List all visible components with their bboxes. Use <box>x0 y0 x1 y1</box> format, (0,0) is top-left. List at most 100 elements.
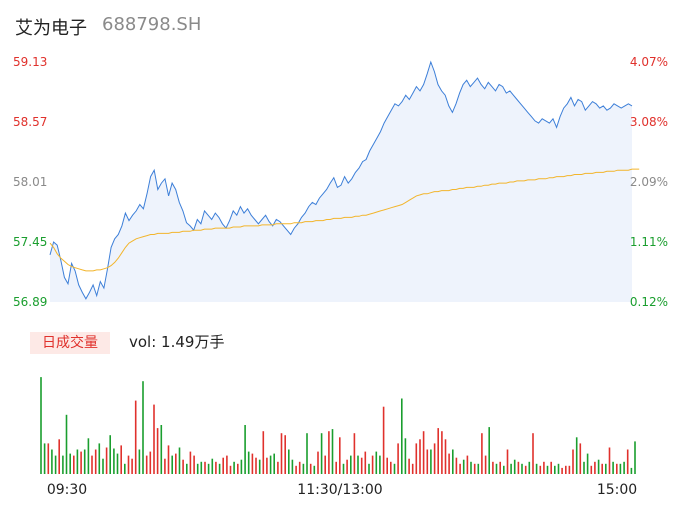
percent-tick-label: 0.12% <box>630 295 668 309</box>
volume-bar <box>306 433 308 474</box>
volume-bar <box>375 451 378 474</box>
volume-bar <box>495 463 498 474</box>
volume-bar <box>91 455 93 474</box>
volume-bar <box>455 457 458 474</box>
volume-bar <box>353 433 356 474</box>
volume-bar <box>69 453 71 474</box>
volume-bar <box>331 429 334 474</box>
volume-bar <box>575 437 578 474</box>
volume-bar <box>481 433 483 474</box>
volume-bar <box>462 459 465 474</box>
volume-bar <box>634 441 636 474</box>
volume-bar <box>419 439 421 474</box>
volume-bar <box>145 455 148 474</box>
volume-bar <box>284 435 286 474</box>
volume-bar <box>189 451 192 474</box>
volume-bar <box>149 451 152 474</box>
volume-bar <box>65 414 68 474</box>
price-tick-label: 57.45 <box>13 235 47 249</box>
volume-bar <box>382 406 385 474</box>
volume-bar <box>397 443 399 474</box>
volume-bar <box>207 463 210 474</box>
volume-bar <box>131 458 133 474</box>
volume-bar <box>269 455 272 474</box>
volume-bar <box>54 455 57 474</box>
volume-bar <box>346 459 348 474</box>
volume-bar <box>521 463 523 474</box>
volume-bar <box>142 381 144 474</box>
volume-bar <box>164 458 166 474</box>
volume-bar <box>590 465 593 474</box>
price-tick-label: 56.89 <box>13 295 47 309</box>
volume-bar <box>568 465 571 474</box>
volume-bar <box>401 398 403 474</box>
volume-bar <box>266 457 268 474</box>
volume-bar <box>441 431 443 474</box>
volume-bar <box>608 447 611 474</box>
volume-bar <box>196 463 199 474</box>
volume-bar <box>262 431 265 474</box>
volume-bar <box>302 463 305 474</box>
volume-bar <box>543 461 545 474</box>
volume-bar <box>295 465 297 474</box>
volume-bar <box>517 461 520 474</box>
volume-bar <box>579 443 582 474</box>
volume-tab[interactable]: 日成交量 <box>30 332 110 354</box>
volume-bar <box>138 449 141 474</box>
volume-bar <box>83 449 86 474</box>
volume-bar <box>572 449 574 474</box>
volume-bar <box>226 455 228 474</box>
time-tick-label: 15:00 <box>597 482 637 498</box>
volume-bar <box>178 447 181 474</box>
volume-bar <box>116 453 119 474</box>
volume-bar <box>277 461 279 474</box>
volume-bar <box>175 453 177 474</box>
price-tick-label: 59.13 <box>13 55 47 69</box>
volume-bar <box>317 451 319 474</box>
volume-bar <box>186 463 188 474</box>
volume-bar <box>105 447 108 474</box>
volume-bar <box>218 463 221 474</box>
volume-bar <box>601 463 603 474</box>
volume-bar <box>630 467 633 474</box>
volume-bar <box>532 433 534 474</box>
volume-bar <box>62 455 64 474</box>
volume-bar <box>342 463 345 474</box>
volume-bar <box>40 377 42 474</box>
volume-bar <box>626 449 629 474</box>
volume-bar <box>255 457 257 474</box>
percent-tick-label: 4.07% <box>630 55 668 69</box>
volume-bar <box>357 455 359 474</box>
volume-bar <box>422 431 425 474</box>
volume-bar <box>433 443 436 474</box>
volume-bar <box>251 453 254 474</box>
volume-bar <box>182 459 184 474</box>
volume-bar <box>298 461 301 474</box>
volume-bar <box>309 463 312 474</box>
volume-bar <box>215 461 217 474</box>
volume-bar <box>102 458 104 474</box>
volume-bar <box>430 449 432 474</box>
time-tick-label: 11:30/13:00 <box>297 482 382 498</box>
percent-tick-label: 1.11% <box>630 235 668 249</box>
volume-bar <box>470 461 472 474</box>
volume-bar <box>586 453 589 474</box>
volume-label: vol: 1.49万手 <box>129 333 225 351</box>
volume-bar <box>240 459 243 474</box>
volume-bar <box>503 465 505 474</box>
volume-bar <box>583 461 585 474</box>
volume-bar <box>616 463 618 474</box>
time-tick-label: 09:30 <box>47 482 87 498</box>
volume-bar <box>466 455 469 474</box>
volume-bar <box>200 461 203 474</box>
volume-bar <box>335 461 337 474</box>
volume-bar <box>51 449 53 474</box>
volume-bar <box>328 431 330 474</box>
volume-bar <box>528 461 531 474</box>
volume-bar <box>124 463 126 474</box>
volume-bar <box>320 433 323 474</box>
volume-bar <box>510 463 512 474</box>
average-line <box>49 168 640 272</box>
volume-bar <box>258 459 261 474</box>
